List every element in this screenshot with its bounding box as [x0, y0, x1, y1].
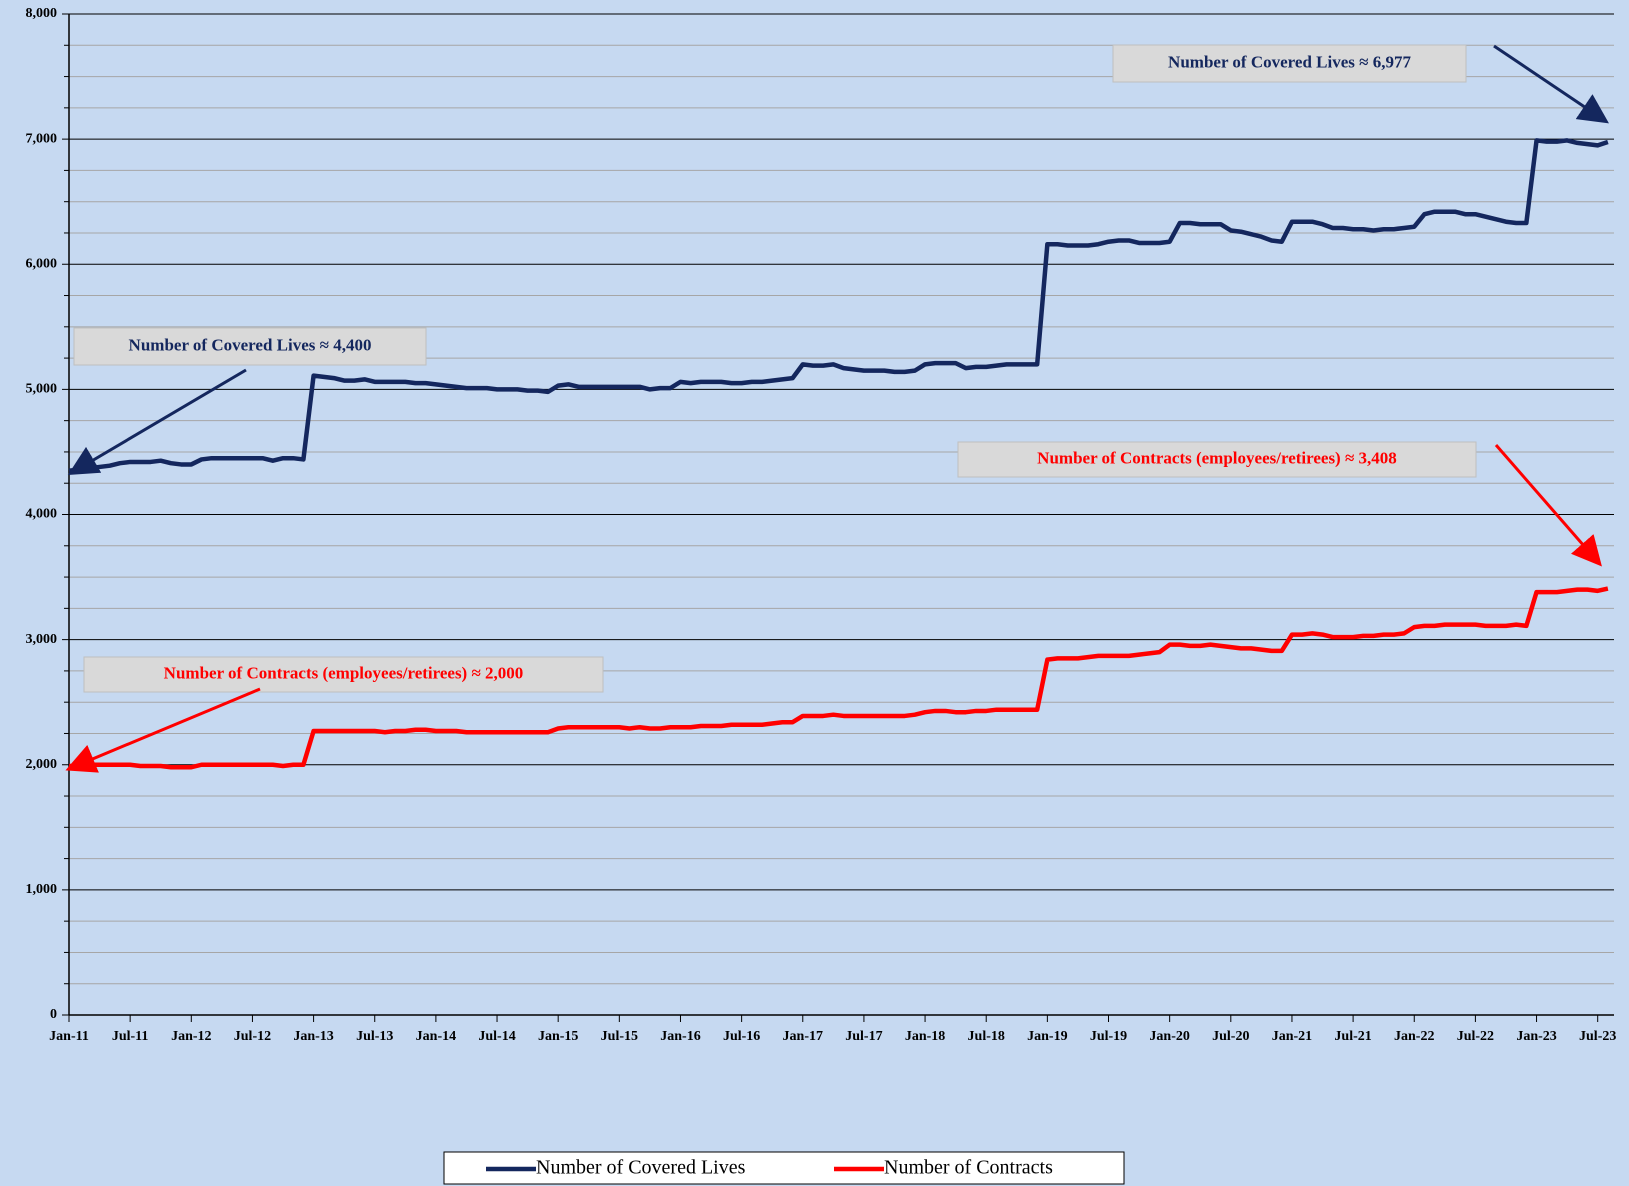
x-tick-label: Jan-13: [293, 1029, 333, 1044]
x-tick-label: Jan-14: [416, 1029, 456, 1044]
annotation-box: [957, 441, 1477, 478]
y-tick-label: 5,000: [26, 382, 58, 397]
x-tick-label: Jan-18: [905, 1029, 945, 1044]
series-line: [69, 586, 1609, 770]
x-tick-label: Jan-23: [1516, 1029, 1556, 1044]
annotation-box: [83, 656, 604, 693]
y-tick-label: 0: [50, 1007, 57, 1022]
y-tick-label: 4,000: [26, 507, 58, 522]
x-tick-label: Jul-13: [356, 1029, 393, 1044]
x-tick-label: Jul-11: [112, 1029, 149, 1044]
y-tick-label: 2,000: [26, 757, 58, 772]
y-tick-label: 7,000: [26, 131, 58, 146]
x-tick-label: Jan-22: [1394, 1029, 1434, 1044]
legend-label: Number of Contracts: [884, 1157, 1053, 1179]
annotation-arrow: [1493, 44, 1609, 124]
annotation-text: Number of Covered Lives ≈ 6,977: [1168, 52, 1411, 71]
x-tick-label: Jul-21: [1334, 1029, 1371, 1044]
y-tick-label: 8,000: [26, 6, 58, 21]
annotation-arrow: [65, 687, 261, 773]
x-tick-label: Jan-19: [1027, 1029, 1067, 1044]
x-tick-label: Jan-12: [171, 1029, 211, 1044]
x-tick-label: Jan-20: [1149, 1029, 1189, 1044]
x-tick-label: Jul-19: [1090, 1029, 1127, 1044]
y-tick-label: 6,000: [26, 256, 58, 271]
x-tick-label: Jul-23: [1579, 1029, 1616, 1044]
annotation-text: Number of Contracts (employees/retirees)…: [164, 663, 524, 682]
x-tick-label: Jul-18: [968, 1029, 1005, 1044]
series-line: [68, 138, 1609, 473]
x-tick-label: Jul-14: [478, 1029, 515, 1044]
annotation-arrow: [1494, 444, 1602, 567]
annotation-arrow: [67, 368, 247, 476]
x-tick-label: Jul-15: [601, 1029, 638, 1044]
x-tick-label: Jul-16: [723, 1029, 760, 1044]
x-tick-label: Jul-12: [234, 1029, 271, 1044]
x-tick-label: Jan-21: [1272, 1029, 1312, 1044]
x-tick-label: Jan-16: [660, 1029, 700, 1044]
annotation-text: Number of Covered Lives ≈ 4,400: [129, 335, 372, 354]
x-tick-label: Jul-20: [1212, 1029, 1249, 1044]
x-tick-label: Jan-15: [538, 1029, 578, 1044]
legend-label: Number of Covered Lives: [536, 1157, 746, 1179]
x-tick-label: Jul-17: [845, 1029, 882, 1044]
annotation-box: [1112, 44, 1467, 83]
annotation-box: [73, 327, 427, 366]
legend-box: [443, 1151, 1125, 1185]
y-tick-label: 1,000: [26, 882, 58, 897]
x-tick-label: Jan-11: [49, 1029, 89, 1044]
x-tick-label: Jul-22: [1457, 1029, 1494, 1044]
y-tick-label: 3,000: [26, 632, 58, 647]
annotation-text: Number of Contracts (employees/retirees)…: [1037, 448, 1397, 467]
x-tick-label: Jan-17: [783, 1029, 823, 1044]
